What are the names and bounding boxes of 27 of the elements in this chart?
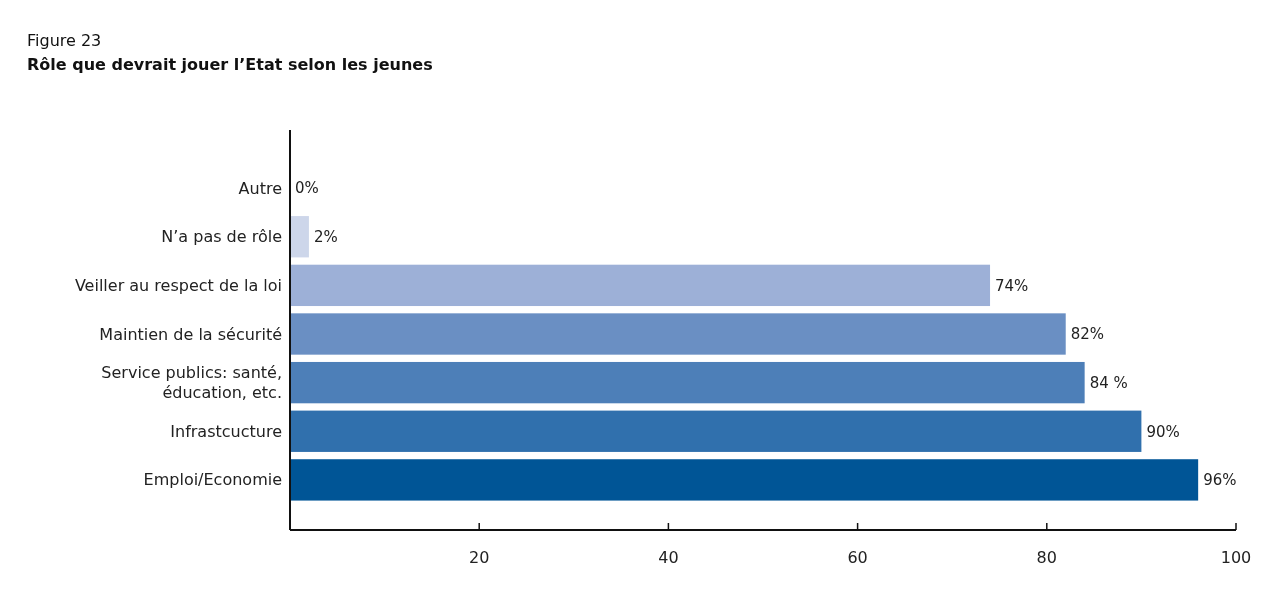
data-label: 0% — [295, 179, 319, 198]
chart-title: Rôle que devrait jouer l’Etat selon les jeunes — [27, 55, 433, 74]
data-label: 2% — [313, 227, 338, 246]
bar — [290, 313, 1066, 355]
x-tick-label: 60 — [847, 548, 868, 567]
data-label: 74% — [995, 276, 1029, 295]
bar — [290, 216, 309, 258]
bar — [290, 361, 1085, 404]
data-label: 84 % — [1089, 373, 1128, 392]
bar — [290, 410, 1142, 452]
x-tick-label: 20 — [469, 548, 490, 567]
data-label: 96% — [1203, 471, 1237, 490]
bar — [290, 264, 991, 307]
y-tick-label: Maintien de la sécurité — [99, 324, 282, 344]
x-tick-label: 80 — [1036, 548, 1057, 567]
bar — [290, 459, 1199, 501]
y-tick-label: Autre — [238, 178, 282, 198]
data-label: 82% — [1070, 325, 1105, 344]
y-tick-label: Veiller au respect de la loi — [74, 275, 282, 295]
y-tick-label: Emploi/Economie — [143, 470, 282, 490]
y-tick-label: Service publics: santé, éducation, etc. — [101, 363, 282, 403]
x-tick-label: 40 — [658, 548, 679, 567]
data-label: 90% — [1146, 422, 1180, 441]
y-tick-label: Infrastcucture — [170, 421, 282, 441]
x-tick-label: 100 — [1220, 548, 1252, 567]
caption: Figure 23 — [27, 31, 102, 50]
y-tick-label: N’a pas de rôle — [161, 227, 282, 247]
